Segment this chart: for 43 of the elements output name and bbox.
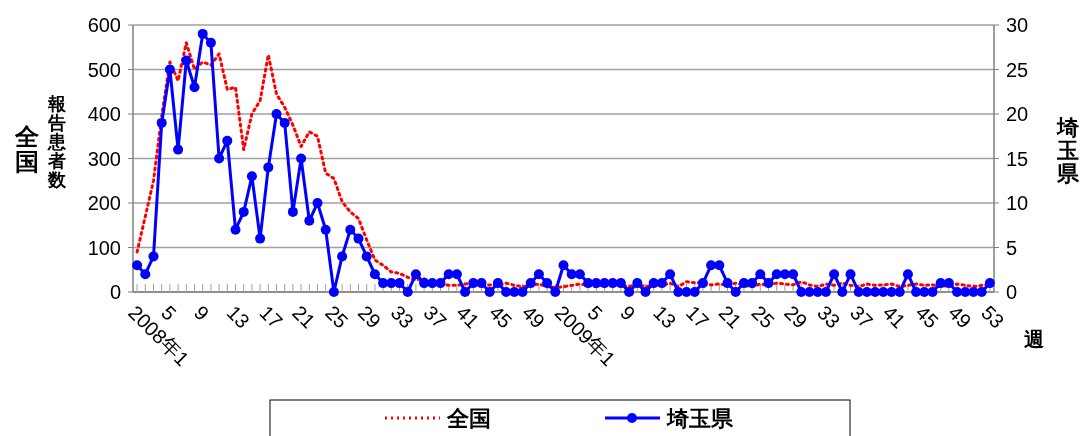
x-tick-label: 25	[747, 301, 779, 333]
y2-tick-label: 15	[1006, 147, 1029, 170]
x-tick-label: 21	[714, 301, 746, 333]
y-tick-label: 400	[87, 103, 121, 125]
y-tick-label: 100	[87, 236, 121, 259]
legend-label: 全国	[446, 405, 491, 431]
y2-axis-title: 埼玉県	[1056, 115, 1080, 187]
legend-label: 埼玉県	[666, 405, 734, 431]
x-tick-label: 33	[386, 301, 418, 333]
x-tick-label: 29	[353, 301, 386, 333]
y-tick-label: 500	[87, 58, 121, 81]
y2-tick-label: 0	[1006, 281, 1018, 303]
x-tick-label: 37	[845, 301, 878, 333]
text: 報告患者数	[47, 94, 67, 190]
x-tick-label: 53	[977, 301, 1009, 333]
y2-tick-label: 5	[1006, 236, 1018, 259]
y-tick-label: 600	[87, 14, 121, 36]
x-tick-label: 49	[944, 301, 976, 333]
y2-tick-label: 30	[1006, 14, 1029, 36]
x-tick-label: 21	[288, 301, 320, 333]
y2-tick-label: 20	[1006, 103, 1029, 125]
y-axis-title: 全国	[14, 123, 40, 176]
x-tick-label: 9	[189, 301, 214, 325]
y-tick-label: 0	[109, 281, 121, 303]
x-tick-label: 41	[452, 301, 484, 333]
y2-tick-label: 25	[1006, 58, 1029, 81]
x-tick-label: 13	[649, 301, 681, 333]
x-tick-label: 33	[813, 301, 845, 333]
x-tick-label: 49	[517, 301, 550, 333]
x-tick-label: 17	[681, 301, 714, 333]
x-tick-label: 45	[911, 301, 943, 333]
y-tick-label: 200	[87, 192, 121, 214]
x-tick-label: 37	[419, 301, 451, 333]
x-tick-label: 29	[780, 301, 812, 333]
y2-tick-label: 10	[1006, 192, 1029, 214]
y-tick-label: 300	[87, 147, 121, 170]
x-axis-title: 週	[1023, 328, 1044, 350]
x-tick-label: 45	[485, 301, 517, 333]
x-tick-label: 9	[616, 301, 640, 325]
x-tick-label: 17	[255, 301, 287, 333]
x-tick-label: 13	[222, 301, 254, 333]
x-tick-label: 25	[321, 301, 353, 333]
x-tick-label: 41	[878, 301, 910, 333]
